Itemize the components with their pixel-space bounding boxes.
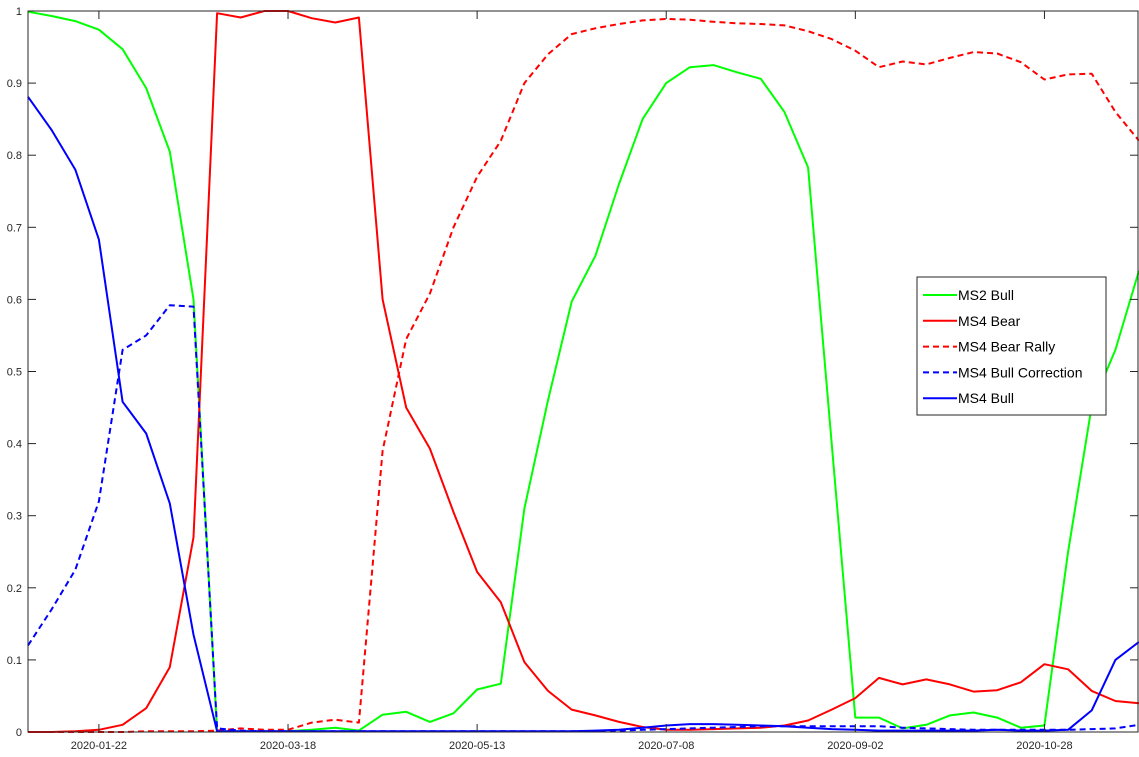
y-tick-label: 0.2 — [7, 583, 22, 595]
legend-label-3: MS4 Bear Rally — [958, 339, 1055, 355]
y-tick-label: 0.8 — [7, 150, 22, 162]
y-tick-label: 1 — [16, 6, 22, 18]
y-tick-label: 0.1 — [7, 655, 22, 667]
y-tick-label: 0.7 — [7, 222, 22, 234]
x-tick-label: 2020-09-02 — [827, 740, 883, 752]
legend-label-2: MS4 Bear — [958, 313, 1021, 329]
x-tick-label: 2020-10-28 — [1016, 740, 1072, 752]
y-tick-label: 0.6 — [7, 294, 22, 306]
x-tick-label: 2020-03-18 — [260, 740, 316, 752]
legend-label-4: MS4 Bull Correction — [958, 364, 1083, 380]
legend: MS2 Bull MS4 Bear MS4 Bear Rally MS4 Bull C… — [917, 277, 1106, 415]
x-tick-label: 2020-07-08 — [638, 740, 694, 752]
y-tick-label: 0.3 — [7, 511, 22, 523]
y-tick-label: 0 — [16, 727, 22, 739]
y-tick-label: 0.5 — [7, 367, 22, 379]
x-tick-label: 2020-05-13 — [449, 740, 505, 752]
y-tick-label: 0.9 — [7, 78, 22, 90]
x-tick-label: 2020-01-22 — [71, 740, 127, 752]
y-tick-label: 0.4 — [7, 439, 22, 451]
legend-label-1: MS2 Bull — [958, 287, 1014, 303]
legend-label-5: MS4 Bull — [958, 390, 1014, 406]
